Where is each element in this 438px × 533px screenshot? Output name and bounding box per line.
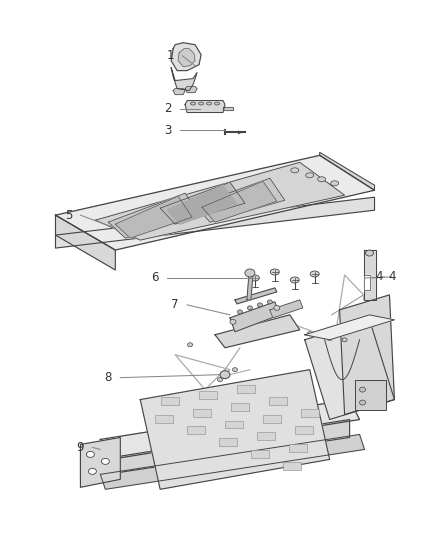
Text: 5: 5 [65, 208, 72, 222]
FancyBboxPatch shape [161, 397, 179, 405]
Ellipse shape [237, 310, 242, 314]
Text: 9: 9 [77, 441, 84, 454]
Ellipse shape [310, 271, 319, 277]
Polygon shape [202, 181, 277, 222]
Ellipse shape [267, 300, 272, 304]
Text: 7: 7 [171, 298, 179, 311]
Polygon shape [81, 438, 120, 487]
Ellipse shape [331, 181, 339, 186]
FancyBboxPatch shape [301, 409, 319, 416]
Ellipse shape [291, 168, 299, 173]
Ellipse shape [360, 400, 366, 405]
Polygon shape [247, 275, 253, 300]
Ellipse shape [251, 275, 259, 281]
Polygon shape [195, 178, 285, 222]
Polygon shape [171, 43, 201, 71]
Polygon shape [215, 315, 300, 348]
Ellipse shape [233, 368, 237, 372]
Polygon shape [364, 275, 370, 290]
Text: 4: 4 [376, 270, 383, 284]
Ellipse shape [88, 469, 96, 474]
Ellipse shape [247, 306, 252, 310]
FancyBboxPatch shape [289, 445, 307, 453]
Ellipse shape [360, 387, 366, 392]
Text: 4: 4 [389, 270, 396, 284]
Text: 1: 1 [166, 49, 174, 62]
Polygon shape [173, 88, 185, 94]
Polygon shape [171, 68, 197, 91]
FancyBboxPatch shape [193, 409, 211, 416]
Ellipse shape [245, 269, 255, 277]
Ellipse shape [220, 370, 230, 378]
FancyBboxPatch shape [263, 415, 281, 423]
Polygon shape [185, 101, 225, 112]
Ellipse shape [274, 305, 280, 310]
FancyBboxPatch shape [155, 415, 173, 423]
Polygon shape [100, 434, 364, 489]
Ellipse shape [191, 102, 196, 105]
Polygon shape [56, 215, 115, 270]
Ellipse shape [366, 250, 374, 256]
Polygon shape [115, 196, 192, 238]
Text: 2: 2 [164, 102, 172, 115]
Polygon shape [108, 193, 200, 238]
Polygon shape [100, 400, 360, 459]
FancyBboxPatch shape [225, 421, 243, 429]
FancyBboxPatch shape [219, 439, 237, 447]
FancyBboxPatch shape [199, 391, 217, 399]
FancyBboxPatch shape [295, 426, 313, 434]
Text: 6: 6 [152, 271, 159, 285]
Polygon shape [167, 185, 237, 224]
Ellipse shape [307, 332, 312, 336]
Ellipse shape [290, 277, 299, 283]
Ellipse shape [230, 319, 236, 324]
FancyBboxPatch shape [231, 402, 249, 410]
Polygon shape [185, 86, 197, 93]
Ellipse shape [306, 173, 314, 178]
Ellipse shape [318, 177, 326, 182]
Ellipse shape [218, 378, 223, 382]
Ellipse shape [86, 451, 95, 457]
Polygon shape [178, 49, 195, 67]
Ellipse shape [187, 343, 193, 347]
Ellipse shape [327, 337, 332, 341]
Ellipse shape [198, 102, 204, 105]
FancyBboxPatch shape [237, 385, 255, 393]
Polygon shape [160, 182, 245, 224]
Polygon shape [270, 300, 303, 318]
Text: 3: 3 [165, 124, 172, 137]
Ellipse shape [258, 303, 262, 307]
FancyBboxPatch shape [257, 432, 275, 440]
Polygon shape [339, 295, 395, 415]
Polygon shape [235, 288, 277, 304]
Ellipse shape [101, 458, 110, 464]
FancyBboxPatch shape [269, 397, 287, 405]
FancyBboxPatch shape [251, 450, 269, 458]
Polygon shape [223, 107, 233, 110]
FancyBboxPatch shape [283, 462, 301, 470]
Polygon shape [305, 320, 395, 419]
Polygon shape [140, 370, 330, 489]
Polygon shape [100, 419, 350, 475]
Polygon shape [56, 197, 374, 248]
Polygon shape [320, 152, 374, 190]
FancyBboxPatch shape [187, 426, 205, 434]
FancyBboxPatch shape [355, 379, 386, 409]
Text: 8: 8 [105, 371, 112, 384]
Ellipse shape [207, 102, 212, 105]
Polygon shape [230, 302, 280, 332]
Polygon shape [364, 250, 375, 300]
Polygon shape [95, 163, 345, 240]
Ellipse shape [270, 269, 279, 275]
Polygon shape [56, 155, 374, 250]
Ellipse shape [215, 102, 219, 105]
Ellipse shape [342, 338, 347, 342]
Polygon shape [305, 315, 395, 340]
